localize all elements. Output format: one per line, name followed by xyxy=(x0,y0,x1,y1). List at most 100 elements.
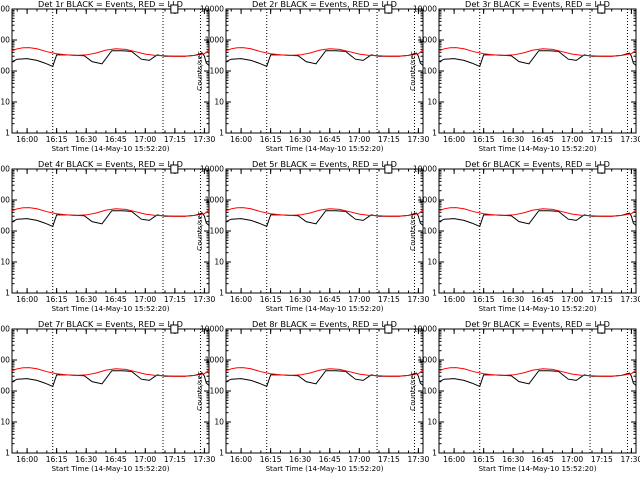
y-axis-label: Counts/sec xyxy=(195,211,204,251)
x-tick-label: 17:00 xyxy=(348,455,370,464)
plot-frame xyxy=(11,328,210,454)
x-tick-label: 16:00 xyxy=(230,295,252,304)
plot-frame xyxy=(438,168,637,294)
x-tick-label: 17:00 xyxy=(561,295,583,304)
panel-det-9: Det 9r BLACK = Events, RED = LLD 1 10 100 10… xyxy=(408,319,640,473)
x-tick-label: 17:00 xyxy=(134,295,156,304)
y-tick-label: 1 xyxy=(5,129,10,138)
interval-marker-box xyxy=(597,164,606,174)
y-axis-label: Counts/sec xyxy=(408,51,417,91)
chart-title: Det 9r BLACK = Events, RED = LLD xyxy=(465,319,610,329)
series-line-lld xyxy=(11,47,210,57)
interval-marker-box xyxy=(384,4,393,14)
x-axis-label: Start Time (14-May-10 15:52:20) xyxy=(51,304,169,313)
x-tick-label: 17:30 xyxy=(620,295,640,304)
x-tick-label: 17:15 xyxy=(378,135,400,144)
y-tick-label: 100 xyxy=(210,387,225,396)
x-tick-label: 17:30 xyxy=(620,135,640,144)
x-axis-label: Start Time (14-May-10 15:52:20) xyxy=(51,464,169,473)
x-tick-label: 17:30 xyxy=(407,135,429,144)
y-tick-label: 10 xyxy=(0,98,10,107)
y-axis-label: Counts/sec xyxy=(408,371,417,411)
series-line-lld xyxy=(438,47,637,57)
x-tick-label: 16:30 xyxy=(289,135,311,144)
x-tick-label: 16:45 xyxy=(532,295,554,304)
series-line-events xyxy=(11,50,210,68)
panel-det-5: Det 5r BLACK = Events, RED = LLD 1 10 100 10… xyxy=(195,159,430,313)
y-tick-label: 1 xyxy=(219,449,224,458)
x-tick-label: 16:15 xyxy=(473,455,495,464)
x-tick-label: 16:15 xyxy=(473,135,495,144)
panel-det-8: Det 8r BLACK = Events, RED = LLD 1 10 100 10… xyxy=(195,319,430,473)
y-tick-label: 100 xyxy=(210,67,225,76)
plot-frame xyxy=(225,328,424,454)
y-axis-label: Counts/sec xyxy=(195,371,204,411)
x-tick-label: 17:15 xyxy=(591,295,613,304)
x-tick-label: 17:30 xyxy=(193,295,215,304)
y-tick-label: 10 xyxy=(0,258,10,267)
interval-marker-box xyxy=(170,4,179,14)
x-tick-label: 16:00 xyxy=(443,135,465,144)
y-tick-label: 10 xyxy=(214,258,224,267)
x-tick-label: 17:00 xyxy=(348,295,370,304)
x-axis-label: Start Time (14-May-10 15:52:20) xyxy=(478,144,596,153)
x-axis-label: Start Time (14-May-10 15:52:20) xyxy=(265,144,383,153)
y-tick-label: 10 xyxy=(214,418,224,427)
x-axis-label: Start Time (14-May-10 15:52:20) xyxy=(265,304,383,313)
x-tick-label: 16:00 xyxy=(230,455,252,464)
x-tick-label: 16:15 xyxy=(260,455,282,464)
x-axis-label: Start Time (14-May-10 15:52:20) xyxy=(265,464,383,473)
x-tick-label: 16:45 xyxy=(105,295,127,304)
x-tick-label: 17:15 xyxy=(378,455,400,464)
series-line-events xyxy=(225,50,424,68)
x-tick-label: 16:00 xyxy=(443,295,465,304)
y-tick-label: 10 xyxy=(214,98,224,107)
series-line-events xyxy=(11,370,210,388)
y-tick-label: 1000 xyxy=(0,196,10,205)
x-tick-label: 16:45 xyxy=(105,135,127,144)
y-tick-label: 1 xyxy=(5,449,10,458)
y-tick-label: 1 xyxy=(5,289,10,298)
chart-title: Det 2r BLACK = Events, RED = LLD xyxy=(252,0,397,9)
interval-marker-box xyxy=(384,164,393,174)
x-tick-label: 16:30 xyxy=(75,295,97,304)
y-tick-label: 10 xyxy=(427,98,437,107)
series-line-lld xyxy=(11,207,210,217)
x-tick-label: 17:15 xyxy=(591,135,613,144)
plot-frame xyxy=(438,8,637,134)
x-tick-label: 16:45 xyxy=(532,455,554,464)
y-axis-label: Counts/sec xyxy=(195,51,204,91)
interval-marker-box xyxy=(384,324,393,334)
x-tick-label: 16:45 xyxy=(319,135,341,144)
x-tick-label: 17:15 xyxy=(164,295,186,304)
x-tick-label: 17:30 xyxy=(407,295,429,304)
plot-frame xyxy=(438,328,637,454)
series-line-lld xyxy=(11,367,210,377)
panel-det-4: Det 4r BLACK = Events, RED = LLD 1 10 100 10… xyxy=(0,159,216,313)
y-axis-label: Counts/sec xyxy=(408,211,417,251)
y-tick-label: 1000 xyxy=(418,36,437,45)
chart-title: Det 6r BLACK = Events, RED = LLD xyxy=(465,159,610,169)
y-tick-label: 100 xyxy=(210,227,225,236)
x-tick-label: 16:00 xyxy=(443,455,465,464)
x-tick-label: 16:00 xyxy=(16,455,38,464)
y-tick-label: 1000 xyxy=(205,356,224,365)
panel-det-2: Det 2r BLACK = Events, RED = LLD 1 10 100 10… xyxy=(195,0,430,153)
y-tick-label: 10000 xyxy=(0,5,10,14)
panel-det-6: Det 6r BLACK = Events, RED = LLD 1 10 100 10… xyxy=(408,159,640,313)
series-line-events xyxy=(225,210,424,228)
x-tick-label: 16:15 xyxy=(46,135,68,144)
x-tick-label: 16:15 xyxy=(260,295,282,304)
plot-frame xyxy=(225,8,424,134)
y-tick-label: 10000 xyxy=(200,5,224,14)
plot-frame xyxy=(11,8,210,134)
chart-title: Det 7r BLACK = Events, RED = LLD xyxy=(38,319,183,329)
x-tick-label: 17:15 xyxy=(591,455,613,464)
y-tick-label: 100 xyxy=(423,227,438,236)
y-tick-label: 1000 xyxy=(0,36,10,45)
interval-marker-box xyxy=(597,4,606,14)
series-line-events xyxy=(225,370,424,388)
x-tick-label: 16:45 xyxy=(319,295,341,304)
x-tick-label: 16:30 xyxy=(289,455,311,464)
